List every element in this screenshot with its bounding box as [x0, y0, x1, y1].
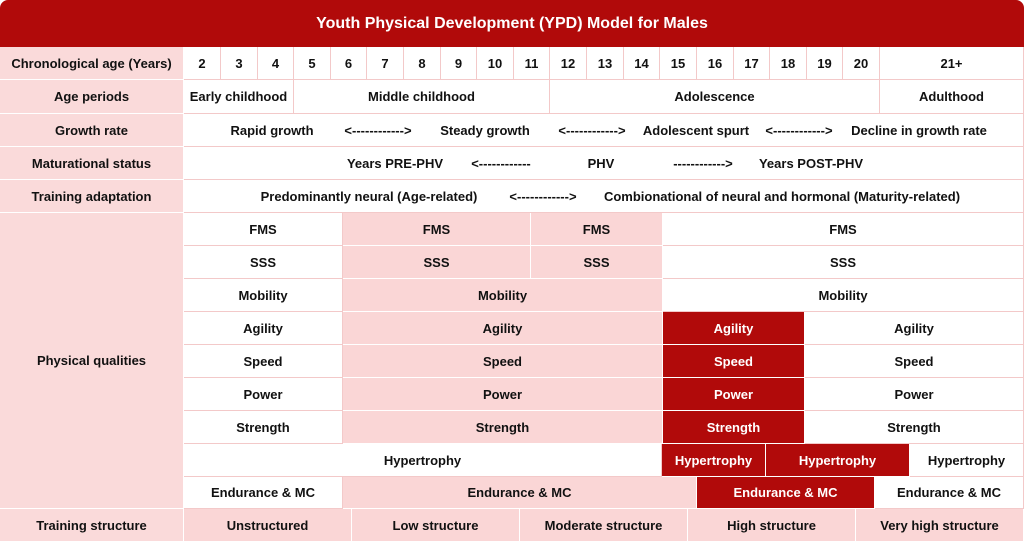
- growth-steady: Steady growth: [440, 123, 530, 138]
- age-cell: 13: [587, 47, 624, 80]
- structure-unstructured: Unstructured: [184, 509, 352, 542]
- power-cell: Power: [343, 378, 663, 411]
- growth-arrow-1: <------------>: [344, 123, 412, 138]
- agility-cell: Agility: [805, 312, 1024, 345]
- agility-cell: Agility: [343, 312, 663, 345]
- strength-cell: Strength: [343, 411, 663, 444]
- row-label-age: Chronological age (Years): [0, 47, 184, 80]
- fms-cell: FMS: [184, 213, 343, 246]
- adaptation-arrow: <------------>: [509, 189, 577, 204]
- age-cell: 11: [514, 47, 550, 80]
- age-cell: 3: [221, 47, 258, 80]
- row-label-maturational-status: Maturational status: [0, 147, 184, 180]
- age-cell: 9: [441, 47, 477, 80]
- mobility-cell: Mobility: [663, 279, 1024, 312]
- age-cell: 16: [697, 47, 734, 80]
- power-cell: Power: [663, 378, 805, 411]
- speed-cell: Speed: [663, 345, 805, 378]
- sss-cell: SSS: [184, 246, 343, 279]
- age-cell: 5: [294, 47, 331, 80]
- age-cell: 15: [660, 47, 697, 80]
- maturation-arrow-2: ------------>: [673, 156, 733, 171]
- age-cell: 20: [843, 47, 880, 80]
- age-cell: 8: [404, 47, 441, 80]
- power-cell: Power: [184, 378, 343, 411]
- age-cell: 19: [807, 47, 843, 80]
- age-cell: 2: [184, 47, 221, 80]
- period-early-childhood: Early childhood: [184, 80, 294, 114]
- age-cell: 4: [258, 47, 294, 80]
- growth-arrow-2: <------------>: [558, 123, 626, 138]
- strength-cell: Strength: [184, 411, 343, 444]
- mobility-cell: Mobility: [343, 279, 663, 312]
- sss-cell: SSS: [343, 246, 531, 279]
- fms-cell: FMS: [663, 213, 1024, 246]
- growth-rapid: Rapid growth: [230, 123, 314, 138]
- adaptation-neural: Predominantly neural (Age-related): [260, 189, 478, 204]
- agility-cell: Agility: [184, 312, 343, 345]
- age-cell: 10: [477, 47, 514, 80]
- growth-arrow-3: <------------>: [765, 123, 833, 138]
- period-middle-childhood: Middle childhood: [294, 80, 550, 114]
- hypertrophy-cell: Hypertrophy: [662, 444, 766, 477]
- age-cell: 7: [367, 47, 404, 80]
- row-label-training-adaptation: Training adaptation: [0, 180, 184, 213]
- mobility-cell: Mobility: [184, 279, 343, 312]
- fms-cell: FMS: [531, 213, 663, 246]
- age-cell: 6: [331, 47, 367, 80]
- maturation-arrow-1: <------------: [471, 156, 531, 171]
- speed-cell: Speed: [184, 345, 343, 378]
- age-cell: 14: [624, 47, 660, 80]
- age-cell: 17: [734, 47, 770, 80]
- chart-title: Youth Physical Development (YPD) Model f…: [0, 0, 1024, 47]
- endurance-cell: Endurance & MC: [343, 477, 697, 509]
- period-adulthood: Adulthood: [880, 80, 1024, 114]
- speed-cell: Speed: [343, 345, 663, 378]
- row-label-age-periods: Age periods: [0, 80, 184, 114]
- hypertrophy-cell: Hypertrophy: [184, 444, 662, 477]
- maturation-post-phv: Years POST-PHV: [758, 156, 864, 171]
- adaptation-band: [184, 180, 1024, 213]
- row-label-physical-qualities: Physical qualities: [0, 213, 184, 509]
- power-cell: Power: [805, 378, 1024, 411]
- agility-cell: Agility: [663, 312, 805, 345]
- maturation-pre-phv: Years PRE-PHV: [346, 156, 444, 171]
- sss-cell: SSS: [663, 246, 1024, 279]
- maturation-phv: PHV: [587, 156, 615, 171]
- endurance-cell: Endurance & MC: [184, 477, 343, 509]
- adaptation-combined: Combionational of neural and hormonal (M…: [603, 189, 961, 204]
- sss-cell: SSS: [531, 246, 663, 279]
- hypertrophy-cell: Hypertrophy: [766, 444, 910, 477]
- speed-cell: Speed: [805, 345, 1024, 378]
- fms-cell: FMS: [343, 213, 531, 246]
- row-label-training-structure: Training structure: [0, 509, 184, 542]
- period-adolescence: Adolescence: [550, 80, 880, 114]
- age-cell: 21+: [880, 47, 1024, 80]
- strength-cell: Strength: [663, 411, 805, 444]
- hypertrophy-cell: Hypertrophy: [910, 444, 1024, 477]
- age-cell: 12: [550, 47, 587, 80]
- age-cell: 18: [770, 47, 807, 80]
- row-label-growth-rate: Growth rate: [0, 114, 184, 147]
- growth-rate-band: [184, 114, 1024, 147]
- endurance-cell: Endurance & MC: [875, 477, 1024, 509]
- structure-low: Low structure: [352, 509, 520, 542]
- structure-very-high: Very high structure: [856, 509, 1024, 542]
- maturation-band: [184, 147, 1024, 180]
- growth-spurt: Adolescent spurt: [642, 123, 750, 138]
- endurance-cell: Endurance & MC: [697, 477, 875, 509]
- strength-cell: Strength: [805, 411, 1024, 444]
- structure-high: High structure: [688, 509, 856, 542]
- growth-decline: Decline in growth rate: [851, 123, 987, 138]
- structure-moderate: Moderate structure: [520, 509, 688, 542]
